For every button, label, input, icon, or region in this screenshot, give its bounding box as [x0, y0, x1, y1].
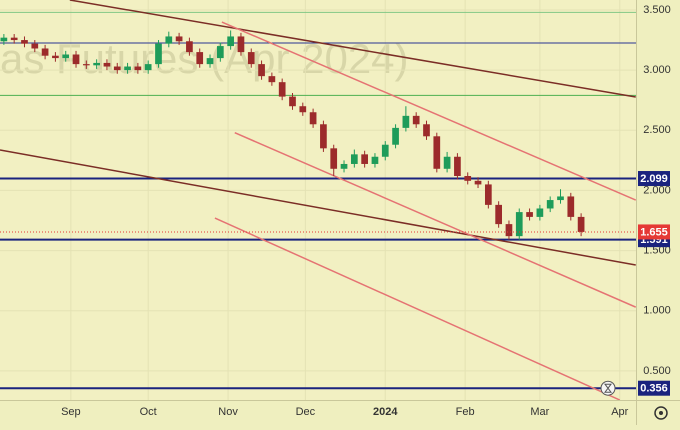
- candle-body: [392, 127, 399, 145]
- candle-body: [309, 112, 317, 125]
- x-tick-label: Oct: [140, 406, 157, 418]
- settings-icon[interactable]: [654, 406, 668, 420]
- candle-body: [62, 54, 70, 59]
- candle-body: [350, 154, 358, 164]
- x-tick-label: Mar: [530, 406, 549, 418]
- candle-body: [82, 64, 90, 66]
- trend-line: [234, 132, 636, 308]
- last-price-label: 1.655: [640, 226, 668, 238]
- x-tick-label: Sep: [61, 406, 81, 418]
- candle-body: [474, 180, 482, 185]
- trend-line: [69, 0, 636, 98]
- level-label: 2.099: [640, 173, 668, 185]
- watermark: as Futures (Apr 2024): [0, 35, 409, 82]
- level-label-box: [638, 171, 670, 187]
- x-tick-label: Feb: [456, 406, 475, 418]
- y-tick-label: 3.500: [643, 4, 671, 16]
- candle-body: [505, 224, 513, 237]
- candle-body: [577, 216, 585, 232]
- plot-layer: Sep Oct Nov Dec 2024 Feb Mar Apr 0.500 1.000 1.500…: [0, 0, 671, 418]
- candle-body: [299, 106, 307, 113]
- candle-body: [340, 163, 348, 169]
- last-price-box: [638, 224, 670, 240]
- trend-line: [221, 21, 636, 201]
- candle-body: [52, 55, 59, 59]
- candle-body: [454, 156, 461, 176]
- candle-body: [412, 115, 420, 125]
- candle-body: [134, 66, 142, 71]
- plot-clip-group: [0, 0, 636, 400]
- x-tick-label: 2024: [373, 406, 398, 418]
- candle-body: [495, 204, 502, 225]
- candle-body: [381, 144, 389, 157]
- plot-area: [0, 0, 636, 400]
- candle-body: [443, 156, 451, 169]
- candle-body: [206, 58, 214, 65]
- y-tick-label: 2.000: [643, 184, 671, 196]
- candle-body: [320, 124, 327, 149]
- candle-body: [268, 76, 276, 83]
- candle-body: [371, 156, 379, 164]
- candle-body: [31, 43, 39, 49]
- y-tick-label: 0.500: [643, 365, 671, 377]
- x-tick-label: Dec: [296, 406, 316, 418]
- candle-body: [41, 48, 49, 56]
- candle-body: [526, 212, 533, 217]
- candle-body: [0, 37, 8, 42]
- x-tick-label: Nov: [218, 406, 238, 418]
- candle-body: [10, 37, 18, 41]
- candle-body: [546, 200, 554, 209]
- candle-body: [289, 96, 296, 107]
- candle-body: [484, 184, 492, 205]
- candle-body: [175, 36, 183, 42]
- y-tick-label: 1.000: [643, 305, 671, 317]
- candle-body: [216, 46, 224, 59]
- candle-body: [237, 36, 245, 53]
- y-tick-label: 2.500: [643, 124, 671, 136]
- x-tick-label: Apr: [611, 406, 628, 418]
- candle-body: [557, 196, 564, 201]
- candle-body: [227, 36, 234, 47]
- candle-body: [515, 212, 523, 237]
- candle-body: [464, 176, 472, 181]
- candle-body: [433, 136, 441, 169]
- alert-icon[interactable]: [600, 380, 616, 396]
- level-label: 0.356: [640, 383, 668, 395]
- y-tick-label: 1.500: [643, 244, 671, 256]
- candle-body: [93, 62, 100, 66]
- candle-body: [278, 82, 286, 97]
- candle-body: [124, 66, 131, 71]
- candle-body: [247, 52, 255, 65]
- candle-body: [258, 64, 265, 77]
- candle-body: [361, 154, 368, 164]
- candle-body: [21, 40, 28, 44]
- candle-body: [144, 64, 152, 71]
- candle-body: [155, 43, 162, 65]
- candle-body: [402, 115, 410, 128]
- candle-body: [196, 52, 204, 65]
- level-label-box: [638, 380, 670, 396]
- trend-line: [214, 217, 621, 400]
- candle-body: [423, 124, 430, 137]
- trend-line: [0, 149, 636, 266]
- candle-body: [186, 41, 193, 53]
- y-tick-label: 3.000: [643, 64, 671, 76]
- candle-body: [536, 208, 544, 217]
- candle-body: [103, 62, 111, 67]
- candle-body: [165, 36, 173, 44]
- candle-body: [330, 148, 338, 169]
- candle-body: [113, 66, 121, 71]
- candle-body: [72, 54, 80, 65]
- candle-body: [567, 196, 575, 217]
- alert-icon-glyph: [604, 383, 612, 393]
